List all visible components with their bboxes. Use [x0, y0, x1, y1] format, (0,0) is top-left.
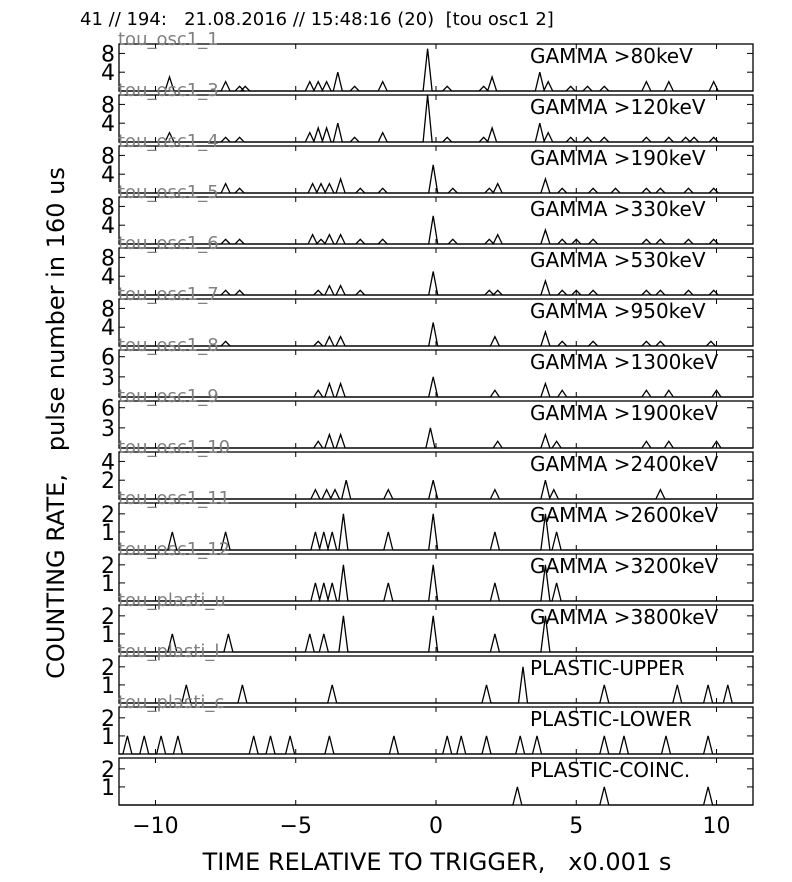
x-axis-label: TIME RELATIVE TO TRIGGER, x0.001 s [202, 848, 672, 876]
y-tick-label: 1 [101, 776, 115, 801]
panel-source-name: tou_osc1_1 [118, 29, 219, 50]
y-tick-label: 8 [101, 42, 115, 67]
chart-title: 41 // 194: 21.08.2016 // 15:48:16 (20) [… [80, 9, 554, 30]
x-tick-label: −5 [280, 814, 312, 839]
series-line [119, 376, 753, 398]
y-tick-label: 1 [101, 521, 115, 546]
y-tick-label: 1 [101, 572, 115, 597]
y-tick-label: 6 [101, 397, 115, 422]
y-tick-label: 4 [101, 163, 115, 188]
series-line [119, 427, 753, 449]
series-line [119, 164, 753, 194]
panel-label: GAMMA >950keV [530, 299, 706, 323]
x-tick-label: 5 [569, 814, 583, 839]
y-tick-label: 2 [101, 469, 115, 494]
y-tick-label: 8 [101, 297, 115, 322]
y-tick-label: 2 [101, 605, 115, 630]
y-tick-label: 1 [101, 725, 115, 750]
y-tick-label: 8 [101, 93, 115, 118]
y-tick-label: 2 [101, 503, 115, 528]
y-tick-label: 2 [101, 707, 115, 732]
y-tick-label: 1 [101, 623, 115, 648]
panel-source-name: tou_osc1_8 [118, 335, 219, 356]
panel-label: GAMMA >120keV [530, 95, 706, 119]
panel-source-name: tou_osc1_7 [118, 284, 219, 305]
panel-label: GAMMA >330keV [530, 197, 706, 221]
panel-source-name: tou_osc1_6 [118, 233, 219, 254]
y-tick-label: 8 [101, 195, 115, 220]
panel-label: PLASTIC-COINC. [530, 758, 690, 782]
y-tick-label: 3 [101, 366, 115, 391]
panel-source-name: tou_osc1_11 [118, 488, 230, 509]
y-tick-label: 2 [101, 656, 115, 681]
y-tick-label: 4 [101, 61, 115, 86]
panel-source-name: tou_plasti_u [118, 590, 226, 611]
y-tick-label: 4 [101, 112, 115, 137]
x-tick-label: 0 [429, 814, 443, 839]
panel-source-name: tou_osc1_5 [118, 182, 219, 203]
y-tick-label: 3 [101, 417, 115, 442]
series-line [119, 735, 753, 755]
x-tick-label: 10 [703, 814, 731, 839]
panel-source-name: tou_plasti_l [118, 641, 219, 662]
y-tick-label: 4 [101, 450, 115, 475]
panel-label: PLASTIC-UPPER [530, 656, 685, 680]
panel-label: GAMMA >530keV [530, 248, 706, 272]
y-tick-label: 4 [101, 316, 115, 341]
panel-source-name: tou_plasti_c [118, 692, 224, 713]
panel-source-name: tou_osc1_4 [118, 131, 219, 152]
y-tick-label: 2 [101, 758, 115, 783]
panel-source-name: tou_osc1_3 [118, 80, 219, 101]
y-tick-label: 1 [101, 674, 115, 699]
panel-label: GAMMA >3200keV [530, 554, 719, 578]
panel-label: GAMMA >1900keV [530, 401, 719, 425]
series-line [119, 615, 753, 653]
y-tick-label: 4 [101, 265, 115, 290]
y-tick-label: 8 [101, 246, 115, 271]
series-line [119, 48, 753, 92]
panel-label: GAMMA >2600keV [530, 503, 719, 527]
y-tick-label: 2 [101, 554, 115, 579]
y-tick-label: 8 [101, 144, 115, 169]
panel-source-name: tou_osc1_9 [118, 386, 219, 407]
panel-label: GAMMA >2400keV [530, 452, 719, 476]
panel-source-name: tou_osc1_10 [118, 437, 230, 458]
panel-label: GAMMA >3800keV [530, 605, 719, 629]
y-tick-label: 4 [101, 214, 115, 239]
series-line [119, 322, 753, 347]
y-tick-label: 6 [101, 346, 115, 371]
panel-label: PLASTIC-LOWER [530, 707, 692, 731]
panel-label: GAMMA >190keV [530, 146, 706, 170]
y-axis-label: COUNTING RATE, pulse number in 160 us [42, 167, 70, 679]
x-tick-label: −10 [132, 814, 178, 839]
series-line [119, 215, 753, 245]
series-line [119, 480, 753, 500]
panel-source-name: tou_osc1_12 [118, 539, 230, 560]
panel-label: GAMMA >80keV [530, 44, 693, 68]
panel-label: GAMMA >1300keV [530, 350, 719, 374]
